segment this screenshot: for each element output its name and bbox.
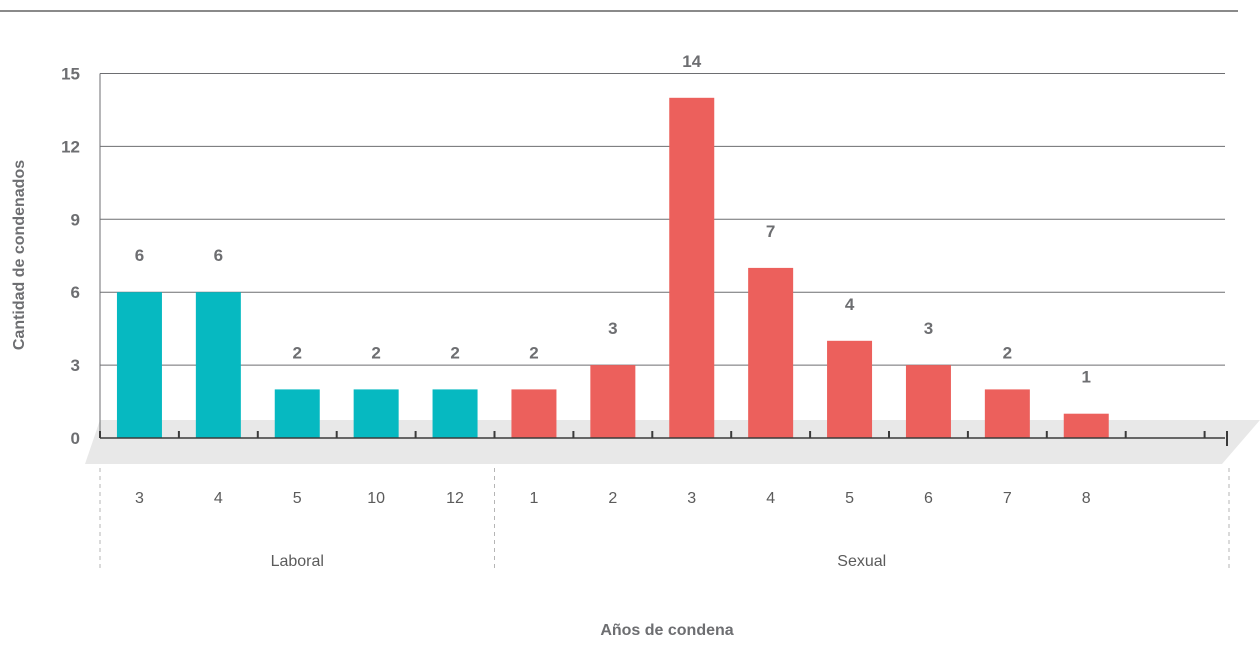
bar-value-label: 2 bbox=[529, 343, 538, 362]
y-tick-label: 9 bbox=[71, 210, 80, 229]
x-tick-label: 7 bbox=[1003, 490, 1012, 507]
bar-value-label: 2 bbox=[1003, 343, 1012, 362]
x-tick-label: 6 bbox=[924, 490, 933, 507]
labels: 0 3 6 9 12 15 6 3 6 4 2 5 2 10 2 12 2 1 3 2 14 3 7 4 4 5 3 6 2 7 1 8 Lab… bbox=[61, 52, 1091, 570]
group-label: Sexual bbox=[837, 553, 886, 570]
x-tick-label: 8 bbox=[1082, 490, 1091, 507]
y-tick-label: 12 bbox=[61, 137, 80, 156]
x-tick-label: 4 bbox=[214, 490, 223, 507]
bar-value-label: 2 bbox=[371, 343, 380, 362]
x-tick-label: 12 bbox=[446, 490, 464, 507]
y-tick-label: 15 bbox=[61, 65, 80, 84]
x-tick-label: 3 bbox=[687, 490, 696, 507]
y-tick-label: 3 bbox=[71, 356, 80, 375]
bar bbox=[195, 292, 241, 438]
bar-value-label: 2 bbox=[293, 343, 302, 362]
x-tick-label: 1 bbox=[529, 490, 538, 507]
bar bbox=[274, 389, 320, 438]
y-tick-label: 0 bbox=[71, 429, 80, 448]
x-tick-label: 3 bbox=[135, 490, 144, 507]
bar-value-label: 2 bbox=[450, 343, 459, 362]
bar bbox=[590, 365, 636, 438]
x-tick-label: 4 bbox=[766, 490, 775, 507]
bars bbox=[116, 97, 1109, 439]
bar-value-label: 7 bbox=[766, 222, 775, 241]
bar bbox=[827, 340, 873, 438]
x-axis bbox=[99, 431, 1230, 568]
bar bbox=[984, 389, 1030, 438]
bar bbox=[748, 267, 794, 438]
bar-value-label: 3 bbox=[608, 319, 617, 338]
x-tick-label: 2 bbox=[608, 490, 617, 507]
bar bbox=[1063, 413, 1109, 438]
bar bbox=[432, 389, 478, 438]
bar-value-label: 3 bbox=[924, 319, 933, 338]
bar-value-label: 4 bbox=[845, 295, 855, 314]
x-tick-label: 5 bbox=[293, 490, 302, 507]
bar bbox=[116, 292, 162, 438]
bar-value-label: 6 bbox=[135, 246, 144, 265]
bar bbox=[905, 365, 951, 438]
x-axis-title: Años de condena bbox=[600, 622, 733, 639]
bar bbox=[353, 389, 399, 438]
y-axis-title: Cantidad de condenados bbox=[11, 160, 28, 350]
bar-value-label: 1 bbox=[1082, 368, 1091, 387]
bar-value-label: 6 bbox=[214, 246, 223, 265]
x-tick-label: 5 bbox=[845, 490, 854, 507]
y-tick-label: 6 bbox=[71, 283, 80, 302]
grid-lines bbox=[99, 73, 1225, 438]
bar bbox=[669, 97, 715, 439]
bar-value-label: 14 bbox=[682, 52, 701, 71]
x-tick-label: 10 bbox=[367, 490, 385, 507]
group-label: Laboral bbox=[271, 553, 324, 570]
bar bbox=[511, 389, 557, 438]
